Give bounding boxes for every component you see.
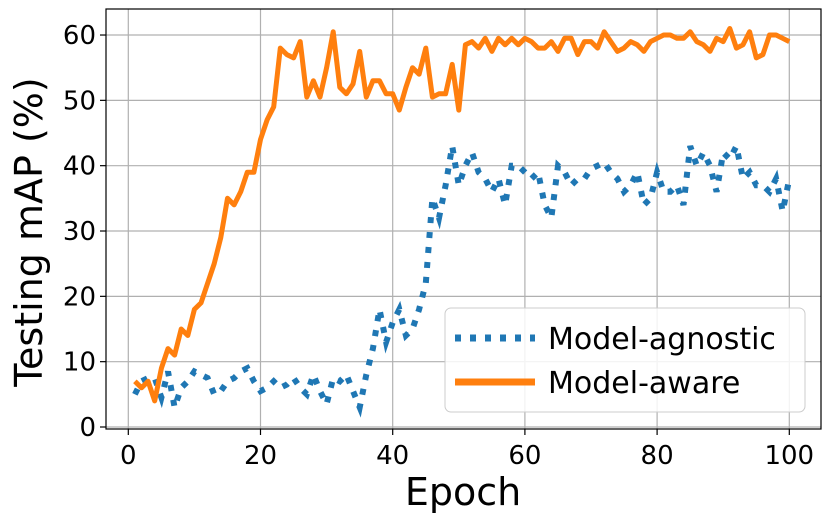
ticks: 0 20 40 60 80 100 0 10 20 30 40 50 60 bbox=[63, 21, 814, 471]
y-tick-label: 40 bbox=[63, 152, 96, 182]
grid bbox=[106, 9, 821, 429]
series-line-model-aware bbox=[133, 26, 791, 404]
y-tick-label: 50 bbox=[63, 86, 96, 116]
x-axis-label: Epoch bbox=[405, 470, 521, 514]
x-tick-label: 40 bbox=[376, 441, 409, 471]
x-tick-label: 20 bbox=[244, 441, 277, 471]
y-axis-label: Testing mAP (%) bbox=[7, 77, 51, 387]
x-tick-label: 60 bbox=[508, 441, 541, 471]
legend-label-model-agnostic: Model-agnostic bbox=[548, 322, 776, 357]
x-tick-label: 80 bbox=[641, 441, 674, 471]
legend-label-model-aware: Model-aware bbox=[548, 366, 740, 401]
y-tick-label: 20 bbox=[63, 282, 96, 312]
y-tick-label: 10 bbox=[63, 348, 96, 378]
y-tick-label: 60 bbox=[63, 21, 96, 51]
x-tick-label: 100 bbox=[764, 441, 814, 471]
x-tick-label: 0 bbox=[120, 441, 137, 471]
y-tick-label: 30 bbox=[63, 217, 96, 247]
y-tick-label: 0 bbox=[79, 413, 96, 443]
plot-frame bbox=[105, 8, 822, 430]
series-layer bbox=[132, 26, 793, 420]
legend-box bbox=[444, 307, 806, 413]
legend: Model-agnostic Model-aware bbox=[444, 307, 806, 413]
series-line-model-agnostic bbox=[132, 137, 793, 420]
